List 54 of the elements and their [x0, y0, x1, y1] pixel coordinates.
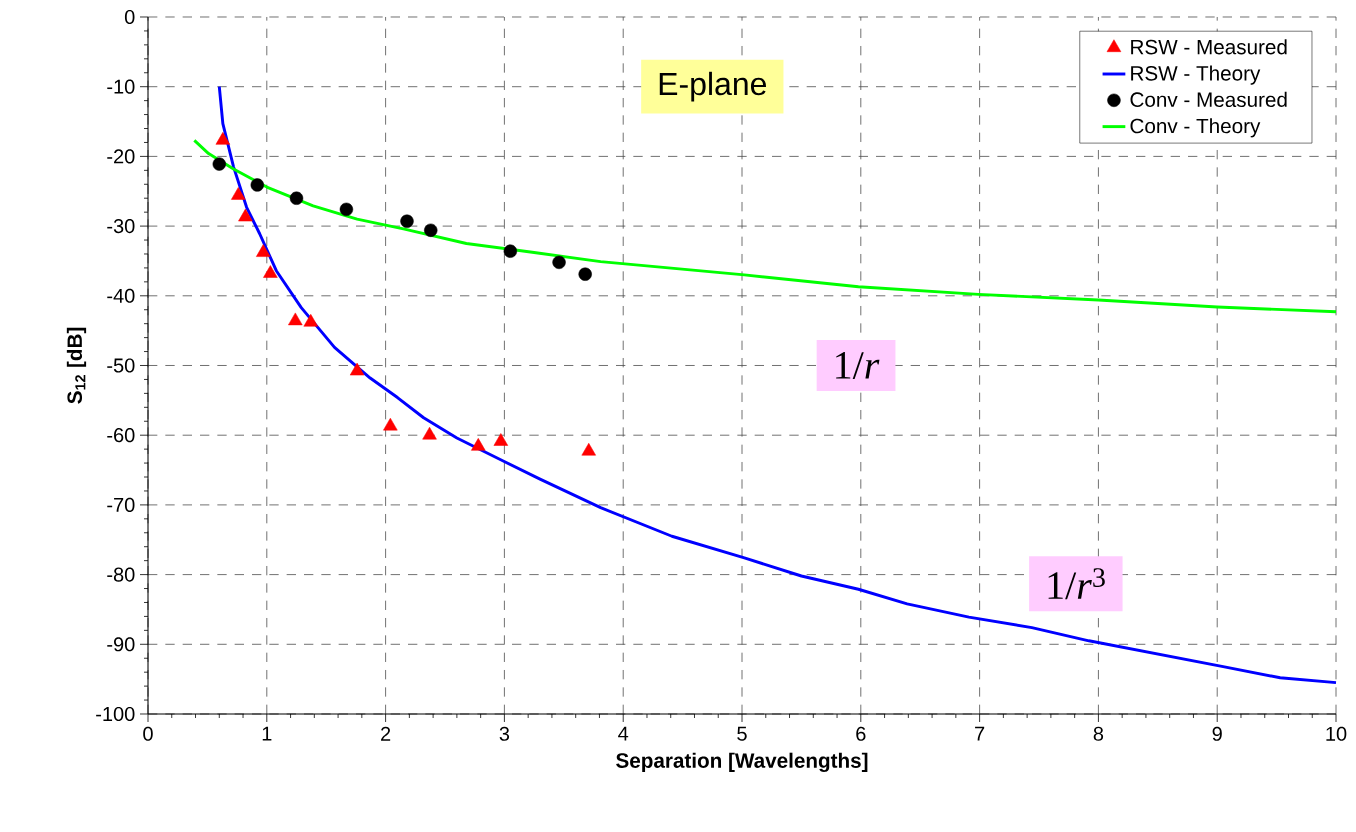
x-tick-label: 10 — [1326, 726, 1347, 741]
point — [212, 157, 226, 171]
x-tick-label: 6 — [856, 726, 866, 741]
y-tick-label: 0 — [124, 9, 135, 25]
x-axis-title: Separation [Wavelengths] — [616, 752, 868, 773]
y-tick-label: -70 — [107, 497, 135, 512]
point — [238, 208, 253, 222]
point — [250, 178, 264, 192]
point — [383, 417, 398, 431]
point — [303, 314, 318, 327]
legend-label: Conv - Theory — [1130, 118, 1261, 138]
point — [288, 312, 303, 326]
point — [400, 214, 414, 228]
x-tick-label: 8 — [1093, 726, 1104, 741]
point — [289, 191, 304, 205]
point — [339, 202, 354, 217]
point — [503, 244, 518, 258]
y-tick-label: -50 — [107, 358, 135, 373]
point — [493, 433, 509, 446]
point — [256, 244, 271, 257]
x-tick-label: 5 — [737, 726, 747, 741]
legend-label: RSW - Theory — [1131, 65, 1261, 85]
point — [263, 265, 278, 278]
y-tick-label: -40 — [107, 288, 135, 303]
annotation: 1/r$^{3}$ — [1048, 568, 1105, 600]
y-tick-label: -60 — [107, 428, 135, 443]
point — [215, 132, 231, 145]
point — [552, 255, 566, 270]
line-series — [192, 138, 1338, 314]
x-tick-label: 7 — [975, 726, 985, 741]
y-tick-label: -90 — [107, 637, 135, 652]
point — [471, 438, 486, 451]
point — [424, 223, 438, 237]
point — [578, 267, 592, 281]
legend-label: RSW - Measured — [1131, 39, 1287, 55]
annotation: 1/r — [836, 352, 880, 379]
y-tick-label: -100 — [96, 706, 135, 722]
y-tick-label: -20 — [107, 149, 135, 164]
x-tick-label: 9 — [1212, 726, 1222, 741]
x-tick-label: 3 — [499, 726, 510, 741]
y-tick-label: -30 — [107, 219, 135, 234]
legend-label: Conv - Measured — [1130, 91, 1287, 108]
annotation: E-plane — [659, 71, 767, 102]
point — [422, 426, 437, 440]
point — [349, 362, 365, 376]
y-tick-label: -80 — [107, 567, 135, 582]
x-tick-label: 1 — [262, 726, 272, 741]
point — [581, 442, 596, 456]
x-tick-label: 0 — [143, 726, 153, 741]
y-tick-label: -10 — [107, 79, 135, 94]
point — [231, 187, 246, 200]
y-axis-title: S$_{12}$ [dB] — [66, 327, 87, 404]
x-tick-label: 4 — [618, 726, 629, 741]
x-tick-label: 2 — [381, 726, 391, 741]
